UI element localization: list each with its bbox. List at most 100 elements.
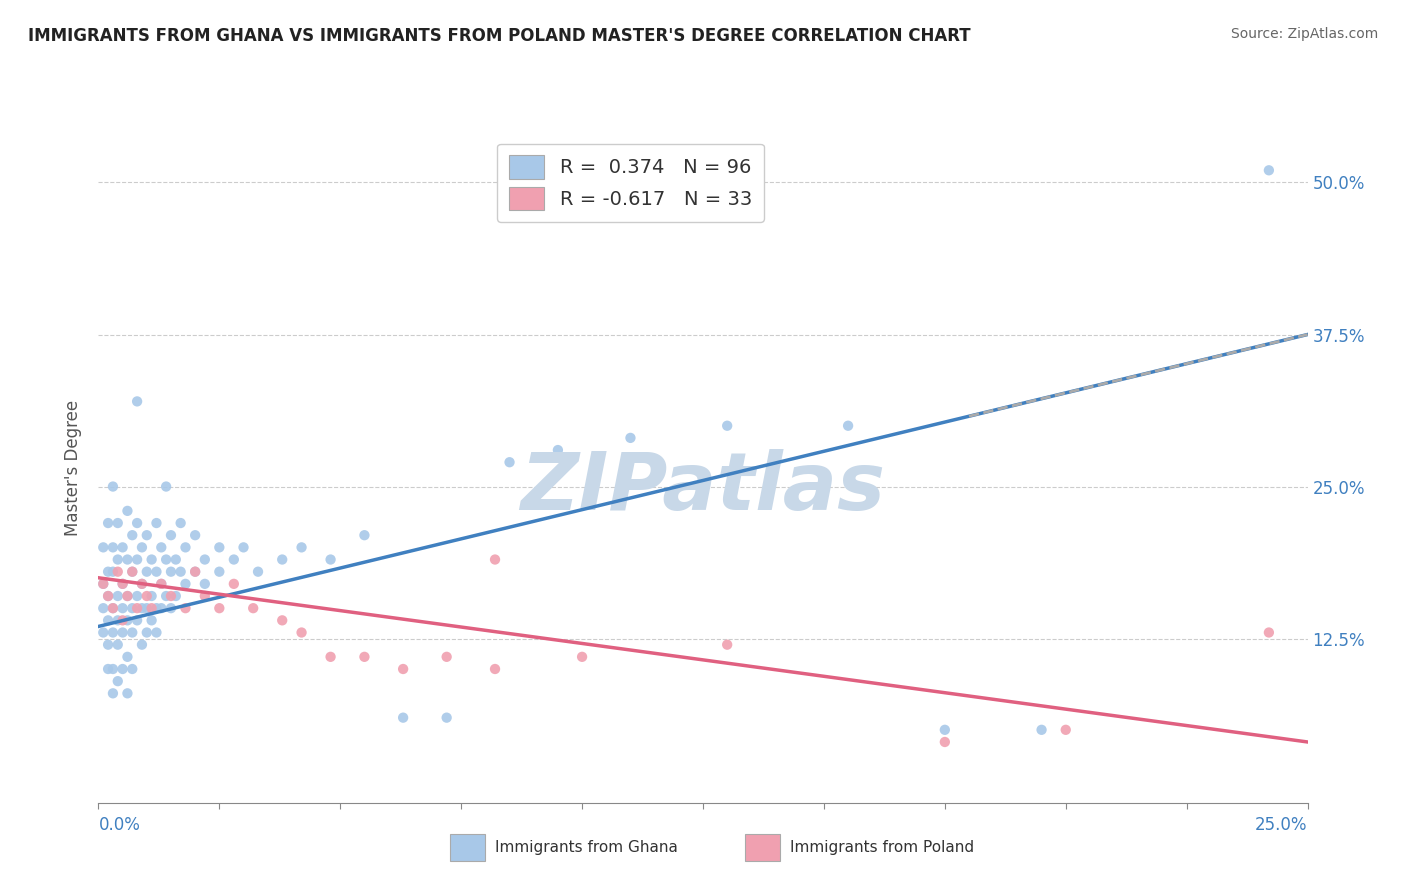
Point <box>101 541 124 555</box>
Point <box>319 649 342 664</box>
Point <box>117 552 139 566</box>
Point <box>232 541 254 555</box>
Text: 25.0%: 25.0% <box>1256 816 1308 834</box>
Point <box>101 601 124 615</box>
Point <box>1257 163 1279 178</box>
Point <box>484 662 506 676</box>
Point <box>934 723 956 737</box>
Point <box>184 565 207 579</box>
Point <box>271 613 294 627</box>
Point <box>117 649 139 664</box>
Point <box>111 577 134 591</box>
Point <box>165 589 187 603</box>
Point <box>547 443 569 458</box>
Text: Immigrants from Poland: Immigrants from Poland <box>790 840 974 855</box>
Point <box>97 589 120 603</box>
Point <box>117 589 139 603</box>
Point <box>160 601 183 615</box>
Point <box>97 589 120 603</box>
Point <box>208 565 231 579</box>
Point <box>111 577 134 591</box>
Point <box>1031 723 1053 737</box>
Point <box>135 565 157 579</box>
Point <box>127 394 149 409</box>
Point <box>184 528 207 542</box>
Point <box>145 516 167 530</box>
Point <box>131 541 153 555</box>
Point <box>107 552 129 566</box>
Point <box>91 577 114 591</box>
Point <box>121 625 143 640</box>
Point <box>319 552 342 566</box>
Point <box>141 552 163 566</box>
Point <box>247 565 270 579</box>
Point <box>619 431 641 445</box>
Point <box>117 589 139 603</box>
Point <box>160 589 183 603</box>
Point <box>484 552 506 566</box>
Point <box>290 541 312 555</box>
Point <box>121 601 143 615</box>
Point <box>174 541 197 555</box>
Point <box>160 565 183 579</box>
Point <box>141 601 163 615</box>
Point <box>97 638 120 652</box>
Point <box>107 674 129 689</box>
Point <box>242 601 264 615</box>
Point <box>101 479 124 493</box>
Point <box>716 418 738 433</box>
Point <box>97 565 120 579</box>
Point <box>145 601 167 615</box>
Point <box>117 504 139 518</box>
Point <box>111 541 134 555</box>
Point <box>174 601 197 615</box>
Point <box>436 649 458 664</box>
Point <box>127 552 149 566</box>
Point <box>131 638 153 652</box>
Point <box>135 589 157 603</box>
Point <box>150 541 173 555</box>
Point <box>111 625 134 640</box>
Point <box>135 528 157 542</box>
Point <box>91 601 114 615</box>
Point <box>222 552 245 566</box>
Point <box>121 565 143 579</box>
Point <box>107 638 129 652</box>
Point <box>392 662 415 676</box>
Point <box>392 711 415 725</box>
Point <box>91 577 114 591</box>
Point <box>150 601 173 615</box>
Y-axis label: Master's Degree: Master's Degree <box>65 401 83 536</box>
Point <box>111 601 134 615</box>
Point <box>101 662 124 676</box>
Point <box>837 418 859 433</box>
Point <box>222 577 245 591</box>
Point <box>934 735 956 749</box>
Point <box>111 613 134 627</box>
Point <box>111 662 134 676</box>
Point <box>571 649 593 664</box>
Point <box>97 613 120 627</box>
Point <box>121 528 143 542</box>
Point <box>135 601 157 615</box>
Point <box>91 541 114 555</box>
Point <box>194 589 217 603</box>
Point <box>141 613 163 627</box>
Point <box>107 613 129 627</box>
Point <box>208 601 231 615</box>
Point <box>97 516 120 530</box>
Point <box>127 613 149 627</box>
Point <box>353 528 375 542</box>
Point <box>101 686 124 700</box>
Point <box>107 516 129 530</box>
Text: Source: ZipAtlas.com: Source: ZipAtlas.com <box>1230 27 1378 41</box>
Point <box>160 528 183 542</box>
Point <box>135 625 157 640</box>
Point <box>131 577 153 591</box>
Point <box>194 577 217 591</box>
Point <box>271 552 294 566</box>
Point <box>174 577 197 591</box>
Point <box>184 565 207 579</box>
Legend: R =  0.374   N = 96, R = -0.617   N = 33: R = 0.374 N = 96, R = -0.617 N = 33 <box>498 144 763 222</box>
Point <box>155 479 177 493</box>
